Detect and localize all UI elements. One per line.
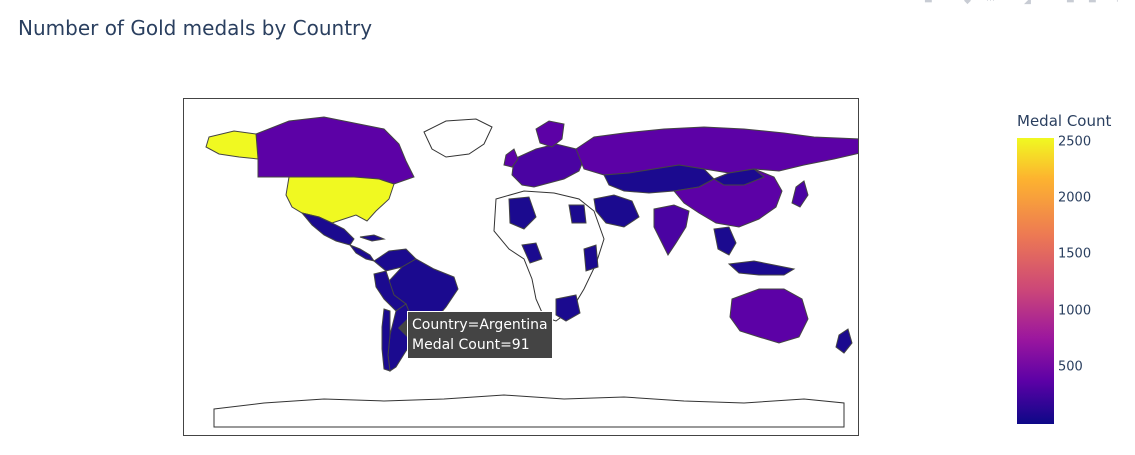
antarctica[interactable] bbox=[213, 394, 845, 428]
country-central-america[interactable] bbox=[348, 243, 376, 262]
zoom-out-icon[interactable]: ▬ bbox=[1088, 0, 1097, 6]
colorbar-tick: 2000 bbox=[1058, 190, 1092, 206]
pan-icon[interactable]: ⋯ bbox=[986, 0, 995, 6]
chart-title: Number of Gold medals by Country bbox=[18, 16, 373, 40]
select-icon[interactable]: ◢ bbox=[1024, 0, 1031, 6]
colorbar-title: Medal Count bbox=[1017, 112, 1112, 130]
world-map[interactable] bbox=[184, 99, 859, 436]
country-japan[interactable] bbox=[791, 180, 809, 208]
colorbar-tick: 500 bbox=[1058, 359, 1083, 375]
colorbar bbox=[1017, 138, 1054, 424]
country-cuba[interactable] bbox=[359, 234, 386, 242]
country-uk[interactable] bbox=[503, 148, 519, 168]
colorbar-tick: 1000 bbox=[1058, 303, 1092, 319]
country-scandinavia[interactable] bbox=[535, 120, 565, 148]
country-indonesia[interactable] bbox=[727, 260, 796, 276]
country-mexico[interactable] bbox=[300, 212, 355, 246]
camera-icon[interactable]: ▬ bbox=[924, 0, 933, 6]
reset-icon[interactable]: ⌐ bbox=[1116, 0, 1124, 6]
country-kenya[interactable] bbox=[583, 244, 599, 272]
country-nigeria[interactable] bbox=[521, 242, 543, 264]
country-usa[interactable] bbox=[285, 176, 395, 224]
country-middle-east[interactable] bbox=[593, 194, 640, 228]
country-russia[interactable] bbox=[575, 126, 859, 176]
country-chile[interactable] bbox=[381, 308, 391, 372]
country-india[interactable] bbox=[653, 204, 690, 256]
tooltip-arrow bbox=[398, 318, 408, 338]
country-canada[interactable] bbox=[255, 116, 415, 185]
country-europe[interactable] bbox=[511, 143, 585, 188]
country-egypt[interactable] bbox=[568, 204, 587, 224]
zoom-icon[interactable]: ◆ bbox=[964, 0, 971, 6]
country-australia[interactable] bbox=[729, 288, 809, 344]
country-usa-alaska[interactable] bbox=[205, 130, 259, 160]
modebar[interactable]: ▬ ◆ ⋯ ◢ ▬ ▬ ⌐ bbox=[920, 0, 1135, 6]
hover-tooltip: Country=Argentina Medal Count=91 bbox=[407, 311, 553, 359]
country-south-africa[interactable] bbox=[555, 294, 581, 322]
map-frame[interactable] bbox=[183, 98, 859, 436]
country-algeria[interactable] bbox=[508, 196, 537, 230]
tooltip-country: Country=Argentina bbox=[412, 317, 548, 333]
tooltip-count: Medal Count=91 bbox=[412, 337, 530, 353]
country-southeast-asia[interactable] bbox=[713, 226, 737, 256]
country-mongolia[interactable] bbox=[712, 168, 765, 186]
colorbar-tick: 1500 bbox=[1058, 246, 1092, 262]
greenland[interactable] bbox=[423, 118, 493, 158]
colorbar-tick: 2500 bbox=[1058, 134, 1092, 150]
zoom-in-icon[interactable]: ▬ bbox=[1066, 0, 1075, 6]
country-new-zealand[interactable] bbox=[835, 328, 853, 354]
